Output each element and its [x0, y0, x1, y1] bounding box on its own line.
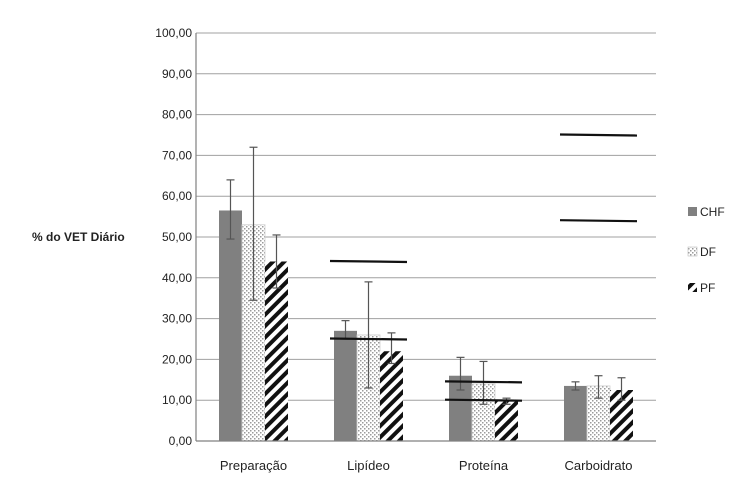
y-tick-label: 40,00 — [162, 271, 192, 285]
reference-line-3-1 — [559, 219, 638, 223]
bar-pf-1 — [380, 351, 403, 441]
y-axis-ticks: 0,00 10,00 20,00 30,00 40,00 50,00 60,00 70,00 8… — [155, 26, 192, 448]
reference-line-2-1 — [444, 398, 523, 402]
legend-label-df: DF — [700, 245, 716, 259]
reference-lines — [329, 133, 638, 402]
reference-line-1-0 — [329, 259, 408, 264]
y-tick-label: 100,00 — [155, 26, 192, 40]
y-tick-label: 30,00 — [162, 312, 192, 326]
reference-line-1-1 — [329, 337, 408, 341]
bar-chf-0 — [219, 210, 242, 441]
y-tick-label: 0,00 — [169, 434, 193, 448]
bar-pf-3 — [610, 390, 633, 441]
x-category-label: Proteína — [459, 458, 509, 473]
x-category-label: Lipídeo — [347, 458, 390, 473]
bar-pf-0 — [265, 261, 288, 441]
error-bars — [226, 146, 626, 405]
bars — [219, 210, 633, 442]
legend-label-chf: CHF — [700, 205, 725, 219]
legend: CHF DF PF — [687, 205, 725, 295]
y-tick-label: 20,00 — [162, 352, 192, 366]
legend-swatch-df — [687, 246, 698, 257]
y-tick-label: 80,00 — [162, 108, 192, 122]
legend-swatch-chf — [688, 207, 697, 216]
legend-label-pf: PF — [700, 281, 715, 295]
bar-chf-2 — [449, 375, 472, 441]
y-tick-label: 70,00 — [162, 148, 192, 162]
bar-chf-1 — [334, 330, 357, 441]
reference-line-3-0 — [559, 133, 638, 137]
y-tick-label: 50,00 — [162, 230, 192, 244]
y-tick-label: 10,00 — [162, 393, 192, 407]
x-axis-categories: Preparação Lipídeo Proteína Carboidrato — [220, 458, 633, 473]
x-category-label: Carboidrato — [565, 458, 633, 473]
y-tick-label: 90,00 — [162, 67, 192, 81]
y-axis-title: % do VET Diário — [32, 230, 125, 244]
x-category-label: Preparação — [220, 458, 287, 473]
reference-line-2-0 — [444, 380, 523, 384]
legend-swatch-pf — [688, 283, 697, 292]
bar-pf-2 — [495, 400, 518, 441]
bar-chf-3 — [564, 385, 587, 441]
y-tick-label: 60,00 — [162, 189, 192, 203]
